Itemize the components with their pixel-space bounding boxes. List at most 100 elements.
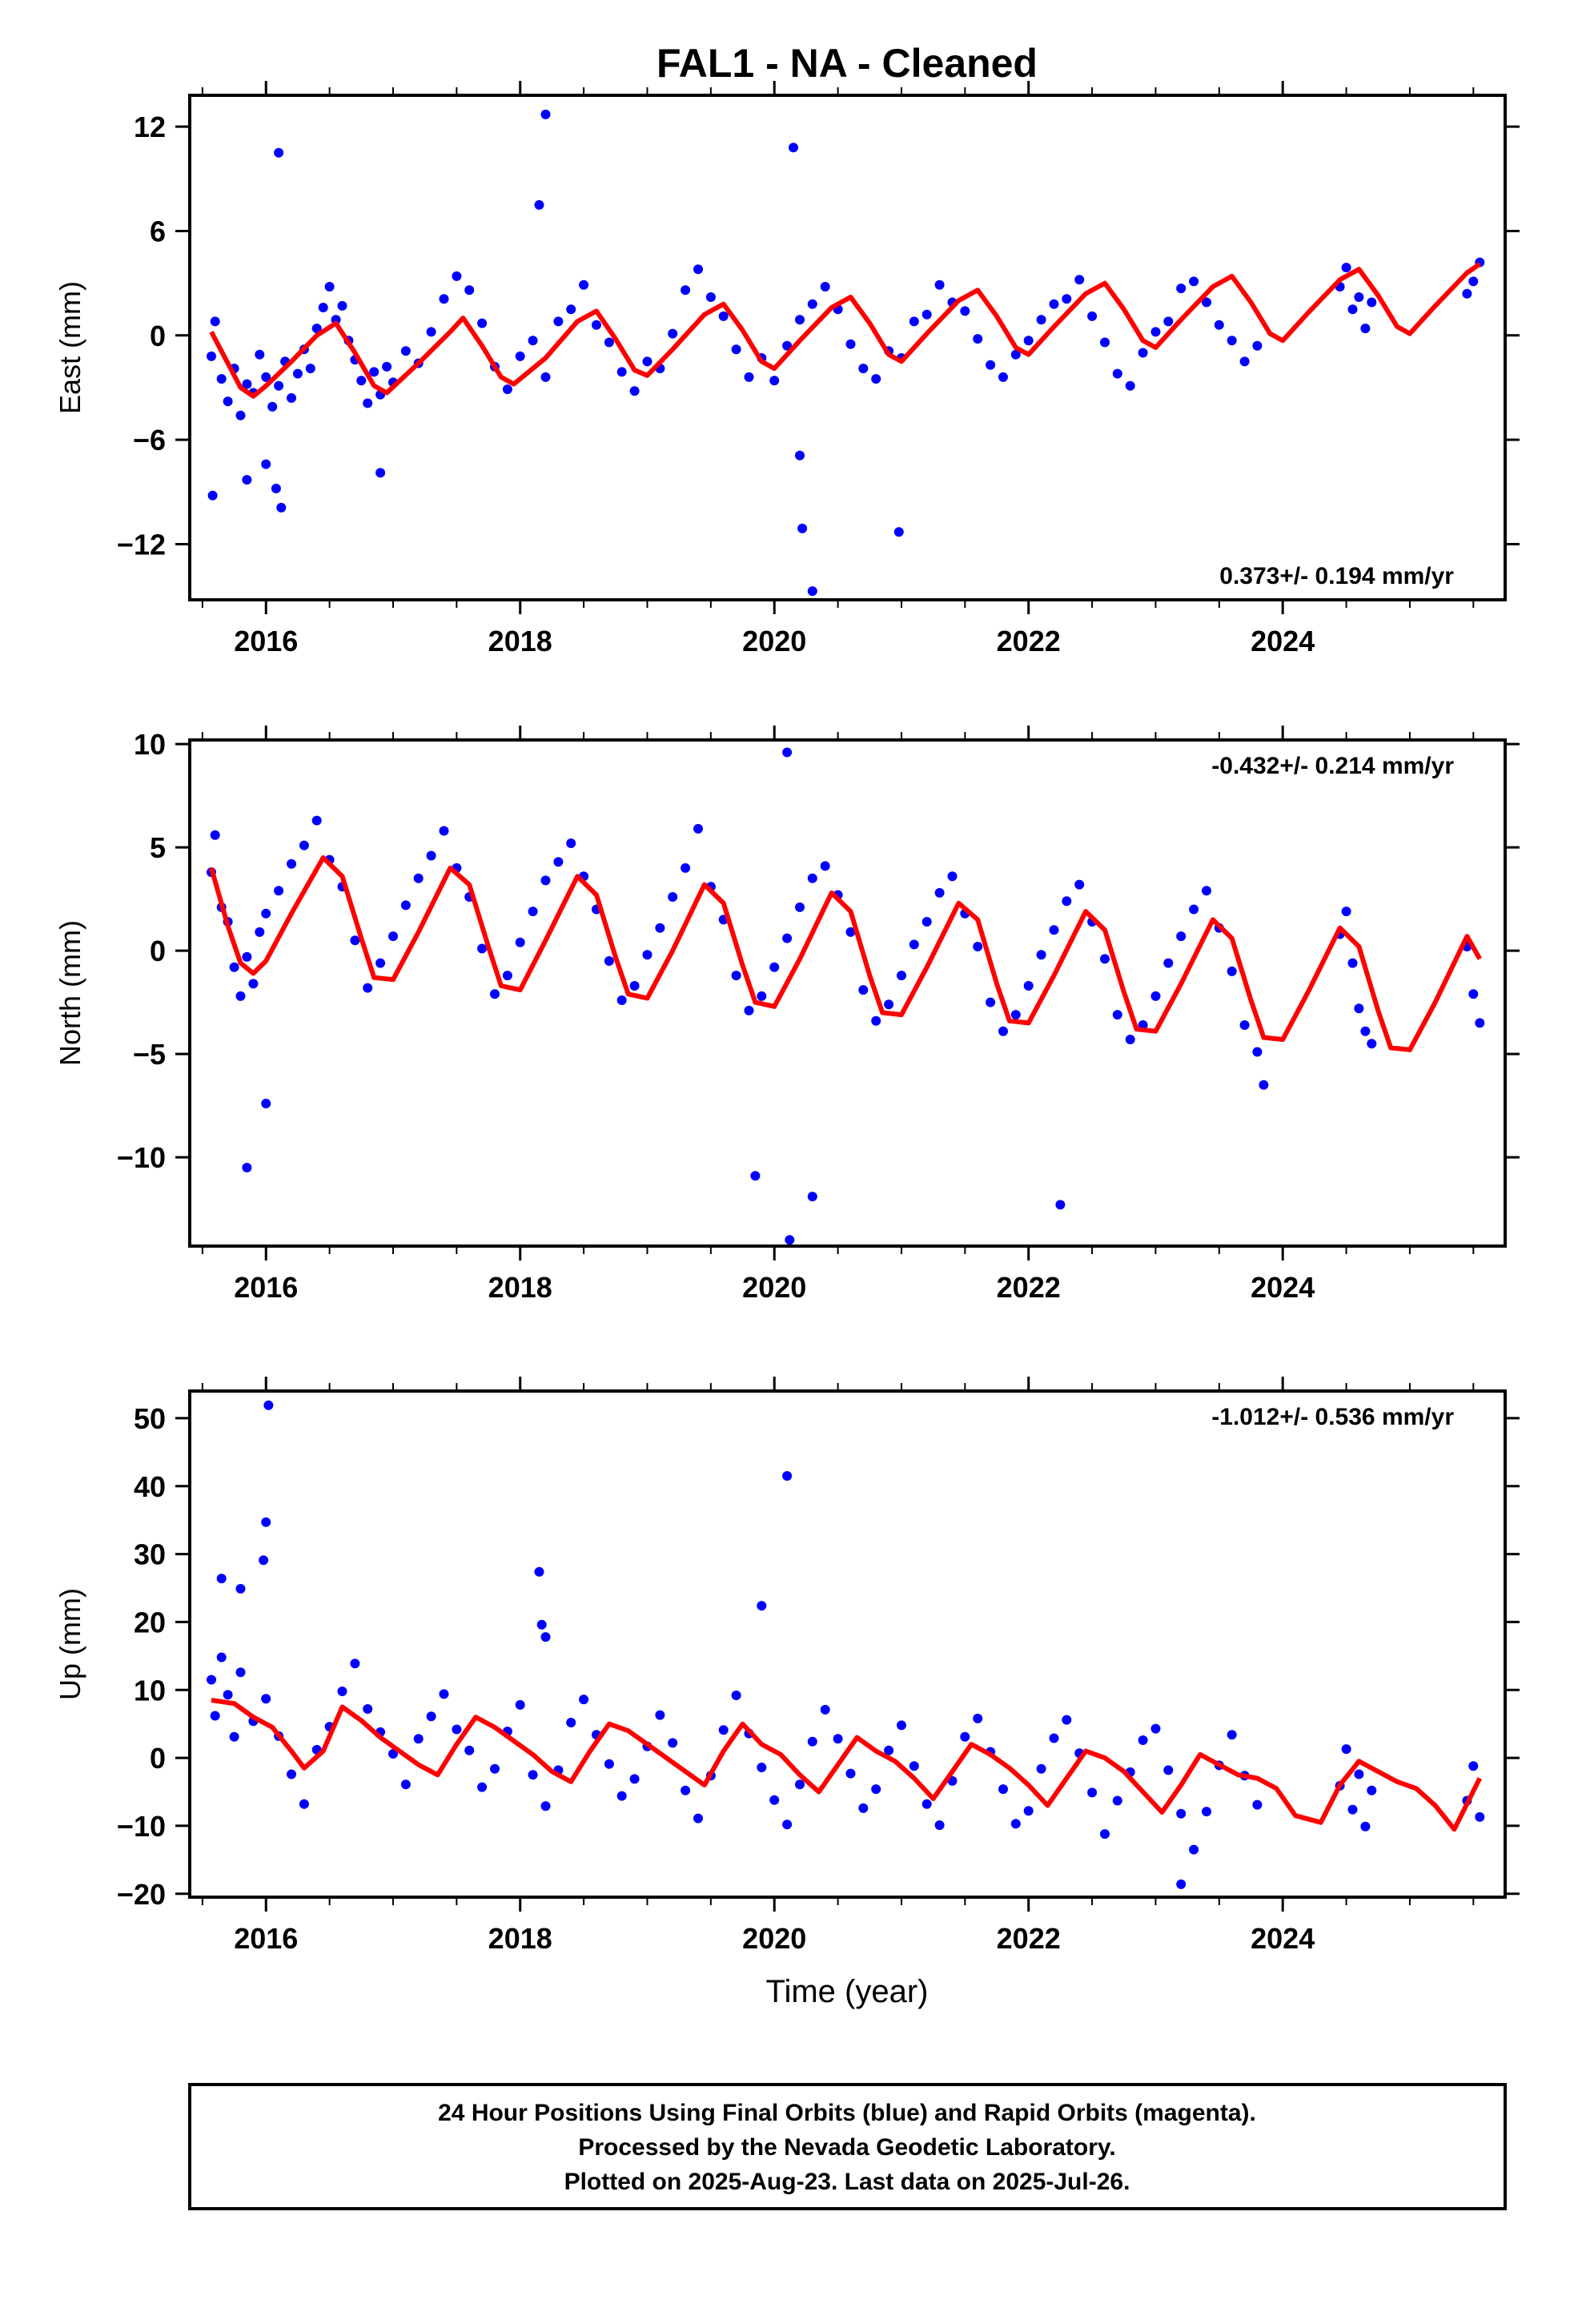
data-point [785, 1235, 795, 1245]
data-point [1049, 1733, 1059, 1743]
data-point [1150, 327, 1161, 337]
data-point [795, 450, 805, 460]
x-tick-label: 2024 [1251, 625, 1315, 657]
data-point [540, 372, 551, 382]
data-point [681, 285, 691, 296]
data-point [388, 1749, 398, 1759]
data-point [782, 747, 793, 758]
data-point [1367, 297, 1377, 308]
data-point [1023, 1806, 1034, 1816]
data-point [540, 1632, 551, 1642]
data-point [413, 873, 424, 883]
panel-north: −10 −5 0 5 10 2016 2018 2020 2022 2024 North (mm) -… [54, 726, 1520, 1304]
data-point [274, 886, 284, 896]
y-axis-label: Up (mm) [54, 1588, 86, 1700]
data-point [1360, 324, 1371, 334]
data-point [274, 147, 284, 158]
data-point [299, 1799, 309, 1809]
data-point [439, 294, 449, 304]
data-point [1138, 1735, 1148, 1745]
rate-label: 0.373+/- 0.194 mm/yr [1219, 563, 1454, 589]
y-tick-label: 5 [150, 831, 166, 864]
y-tick-label: 0 [150, 1742, 166, 1775]
data-point [604, 956, 614, 966]
data-point [477, 1782, 488, 1792]
data-point [426, 850, 436, 861]
data-point [363, 983, 373, 993]
data-point [490, 1763, 500, 1774]
data-point [1112, 368, 1122, 379]
y-tick-label: 10 [134, 728, 166, 761]
data-point [1176, 283, 1186, 294]
data-point [757, 991, 767, 1001]
data-point [934, 279, 945, 290]
data-point [400, 1779, 411, 1790]
data-point [1367, 1785, 1377, 1795]
data-point [1138, 348, 1148, 358]
data-point [287, 393, 296, 403]
data-point [242, 1163, 252, 1172]
data-point [1023, 981, 1034, 991]
data-point [1125, 380, 1135, 391]
data-point [210, 1711, 220, 1721]
data-point [998, 1784, 1008, 1795]
data-point [1189, 276, 1199, 287]
data-point [515, 1699, 525, 1710]
data-point [795, 1779, 805, 1790]
data-point [1189, 904, 1199, 915]
data-point [705, 292, 716, 302]
x-tick-label: 2020 [742, 625, 806, 657]
data-point [1036, 315, 1046, 325]
data-point [807, 586, 817, 597]
data-point [382, 361, 392, 372]
data-point [807, 873, 817, 883]
data-point [1360, 1821, 1371, 1831]
data-point [1055, 1200, 1066, 1210]
x-tick-label: 2020 [742, 1922, 806, 1955]
y-tick-label: 0 [150, 320, 166, 352]
data-point [731, 971, 741, 981]
data-point [1176, 931, 1186, 942]
data-point [1112, 1795, 1122, 1806]
data-point [893, 527, 904, 537]
y-axis-label: East (mm) [54, 281, 86, 414]
data-point [998, 372, 1008, 382]
data-point [528, 907, 538, 917]
panels: −12 −6 0 6 12 2016 2018 2020 2022 2024 East (mm) 0.… [54, 81, 1520, 1955]
panel-up: −20 −10 0 10 20 30 40 50 2016 2018 2020 2022 2024 Up … [54, 1377, 1520, 1955]
data-point [207, 1675, 216, 1685]
data-point [668, 892, 678, 902]
data-point [235, 410, 246, 420]
data-point [604, 337, 614, 348]
y-tick-label: −6 [133, 424, 166, 456]
data-point [820, 1704, 830, 1715]
x-tick-label: 2024 [1251, 1271, 1315, 1304]
data-point [1252, 1799, 1263, 1810]
data-point [324, 282, 335, 292]
data-point [1227, 1730, 1237, 1740]
data-point [858, 364, 869, 374]
data-point [553, 316, 564, 327]
data-point [769, 1795, 780, 1805]
data-point [1341, 263, 1351, 273]
x-tick-label: 2016 [234, 625, 298, 657]
data-point [311, 815, 322, 826]
data-point [1176, 1879, 1186, 1889]
data-point [1475, 1018, 1485, 1028]
data-point [655, 923, 665, 933]
plot-frame [188, 738, 1507, 1248]
data-point [477, 318, 488, 328]
data-point [235, 1583, 246, 1594]
data-point [261, 908, 271, 919]
data-point [960, 306, 970, 316]
data-point [1049, 925, 1059, 935]
data-point [718, 311, 729, 321]
data-point [259, 1555, 269, 1566]
data-point [718, 1725, 729, 1735]
data-point [845, 1768, 856, 1779]
data-point [871, 1015, 881, 1026]
data-point [807, 299, 817, 309]
x-tick-label: 2022 [997, 625, 1061, 657]
data-point [1347, 304, 1358, 315]
data-point [1202, 886, 1211, 896]
